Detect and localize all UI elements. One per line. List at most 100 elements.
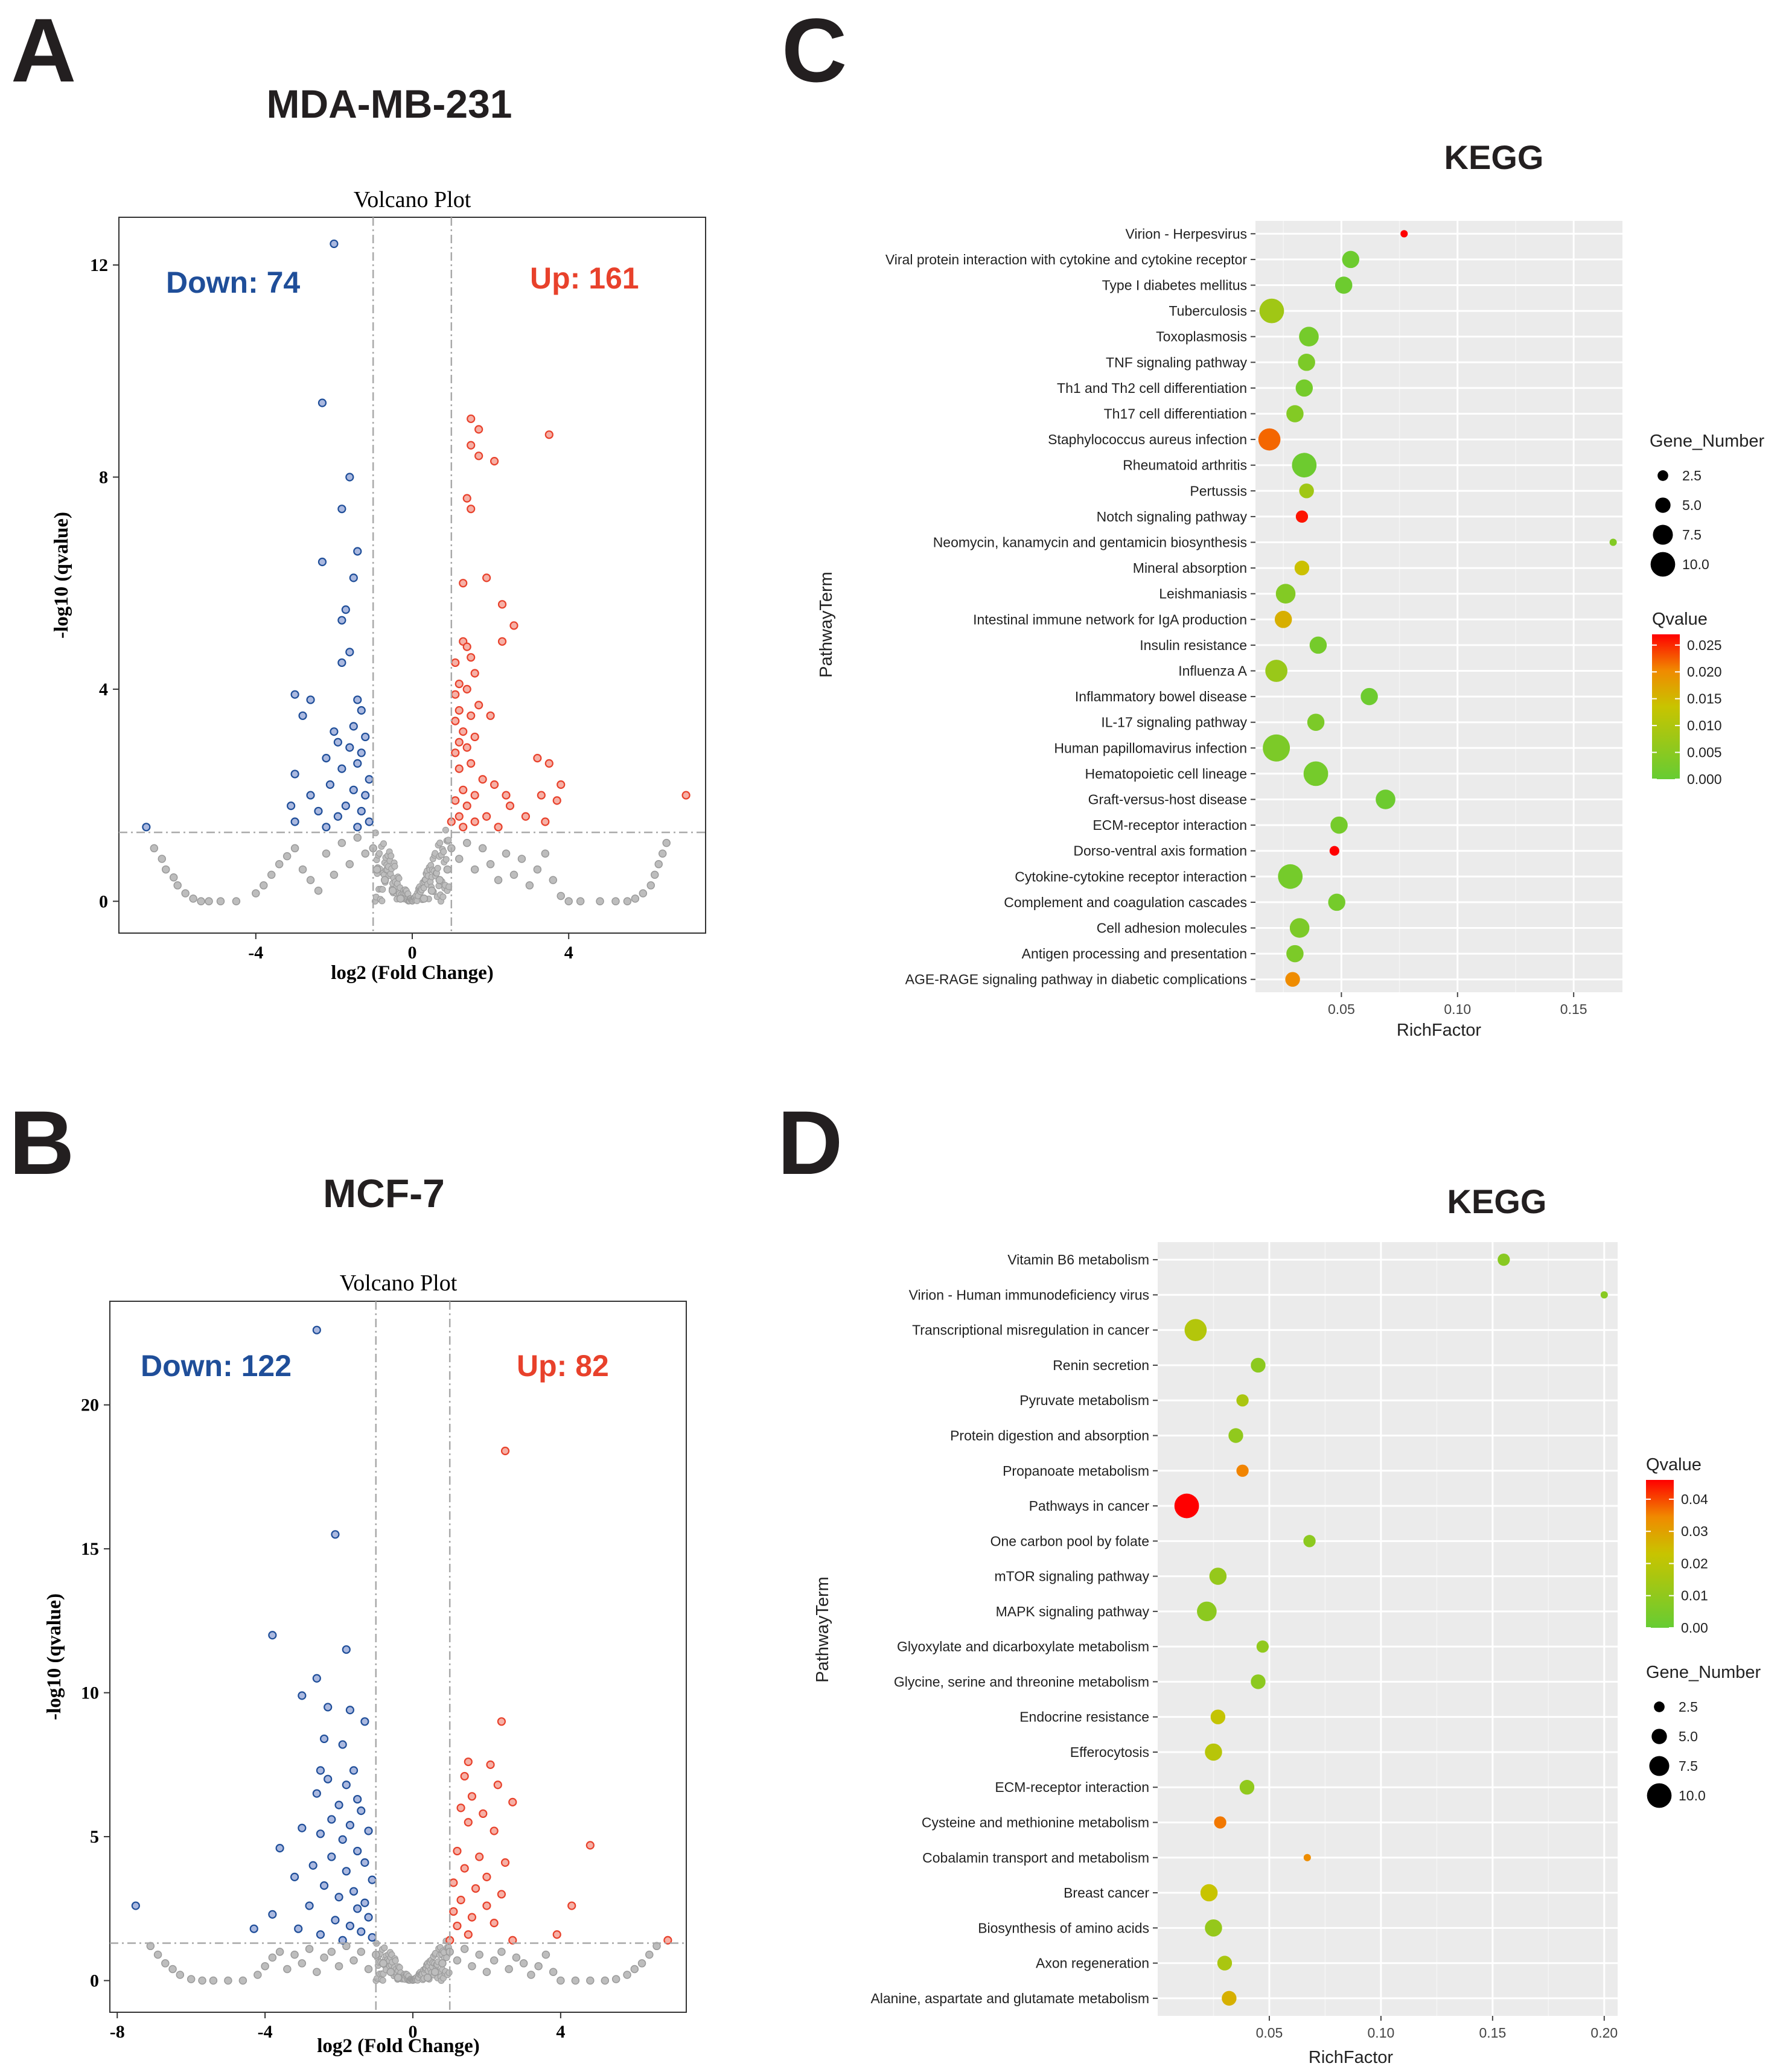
down-point: [364, 1913, 373, 1922]
up-point: [490, 1826, 499, 1835]
size-legend-label: 5.0: [1679, 1729, 1698, 1744]
up-point: [467, 1792, 477, 1801]
pathway-bubble: [1205, 1743, 1222, 1761]
legend-gene-number-d: Gene_Number 2.5 5.0 7.5 10.0: [1646, 1663, 1761, 1808]
size-legend-label: 2.5: [1682, 468, 1702, 483]
up-point: [552, 796, 561, 805]
pathway-bubble: [1335, 276, 1353, 294]
down-point: [357, 748, 366, 757]
x-tick-label: 0.05: [1256, 2025, 1283, 2041]
x-tick-label: 0.10: [1444, 1001, 1471, 1017]
y-tick-label: 0: [99, 891, 108, 911]
up-point: [464, 1757, 473, 1767]
pathway-bubble: [1309, 636, 1327, 654]
down-point: [275, 1844, 284, 1853]
size-legend-label: 5.0: [1682, 497, 1702, 513]
down-point: [353, 1904, 362, 1913]
ns-point: [168, 1965, 177, 1974]
pathway-term-label: One carbon pool by folate: [990, 1533, 1149, 1549]
ns-point: [378, 897, 386, 905]
ns-point: [430, 1968, 439, 1976]
size-legend-key: [1650, 552, 1676, 577]
up-point: [490, 1919, 499, 1928]
y-axis-ticks-b: 0 5 10 15 20: [81, 1395, 110, 1991]
ns-point: [232, 897, 241, 906]
up-point: [497, 600, 507, 609]
down-point: [268, 1631, 277, 1640]
up-point: [497, 1717, 506, 1726]
pathway-bubble: [1303, 1535, 1316, 1548]
ns-point: [181, 889, 190, 897]
pathway-term-label: Biosynthesis of amino acids: [978, 1920, 1149, 1936]
down-point: [337, 764, 346, 773]
up-point: [467, 414, 476, 423]
down-point: [334, 1800, 343, 1809]
pathway-term-label: Rheumatoid arthritis: [1123, 457, 1247, 473]
ns-point: [637, 1959, 646, 1968]
ns-point: [564, 897, 573, 906]
down-point: [345, 1820, 355, 1830]
plot-frame-b: [109, 1301, 687, 2013]
down-point: [349, 722, 358, 731]
ns-point: [252, 889, 260, 897]
up-point: [497, 1890, 506, 1899]
down-point: [131, 1901, 140, 1910]
ns-point: [189, 894, 197, 903]
ns-point: [158, 855, 167, 863]
ns-point: [519, 1959, 528, 1968]
up-point: [464, 1818, 473, 1827]
ns-point: [434, 864, 441, 872]
down-point: [338, 1740, 347, 1749]
ns-point: [268, 1953, 277, 1962]
pathway-term-label: Breast cancer: [1064, 1885, 1149, 1901]
ns-point: [176, 1971, 185, 1979]
up-point: [467, 711, 476, 720]
pathway-term-label: Glycine, serine and threonine metabolism: [894, 1674, 1149, 1689]
ns-point: [478, 844, 487, 853]
pathway-bubble: [1303, 1854, 1311, 1861]
ns-point: [527, 1971, 535, 1979]
down-point: [294, 1924, 303, 1933]
ns-point: [525, 881, 534, 890]
ns-point: [379, 1977, 386, 1984]
up-point: [494, 823, 503, 832]
ns-point: [381, 1944, 388, 1951]
up-point: [451, 690, 460, 699]
ns-point: [494, 876, 503, 884]
ns-point: [275, 1948, 284, 1956]
x-axis-title-b: log2 (Fold Change): [317, 2035, 480, 2057]
up-point: [585, 1841, 595, 1850]
pathway-bubble: [1256, 1640, 1269, 1653]
pathway-term-label: Staphylococcus aureus infection: [1048, 432, 1247, 447]
up-point: [471, 1884, 480, 1893]
down-point: [287, 802, 296, 811]
pathway-term-label: MAPK signaling pathway: [996, 1604, 1150, 1619]
ns-point: [662, 838, 671, 847]
ns-point: [388, 852, 395, 859]
pathway-bubble: [1328, 893, 1345, 911]
ns-point: [505, 1965, 513, 1974]
up-point: [486, 711, 495, 720]
down-point: [333, 738, 342, 747]
pathway-term-label: Axon regeneration: [1036, 1956, 1149, 1971]
pathway-term-label: Endocrine resistance: [1019, 1709, 1149, 1725]
ns-point: [379, 1959, 388, 1968]
ns-point: [205, 897, 213, 906]
pathway-term-label: Neomycin, kanamycin and gentamicin biosy…: [933, 535, 1247, 550]
ns-point: [162, 865, 170, 874]
y-axis-title-b: -log10 (qvalue): [43, 1593, 65, 1720]
pathway-bubble: [1236, 1464, 1249, 1477]
pathway-term-label: IL-17 signaling pathway: [1101, 715, 1247, 730]
pathway-bubble: [1258, 428, 1281, 451]
down-point: [306, 791, 315, 800]
pathway-term-label: Influenza A: [1178, 663, 1247, 679]
ns-point: [260, 881, 268, 890]
down-point: [330, 239, 339, 249]
pathway-term-label: Pathways in cancer: [1029, 1498, 1150, 1514]
ns-point: [611, 897, 620, 906]
up-point: [544, 759, 553, 768]
ns-point: [453, 1956, 462, 1965]
up-point: [490, 457, 499, 466]
ns-point: [475, 1950, 483, 1959]
